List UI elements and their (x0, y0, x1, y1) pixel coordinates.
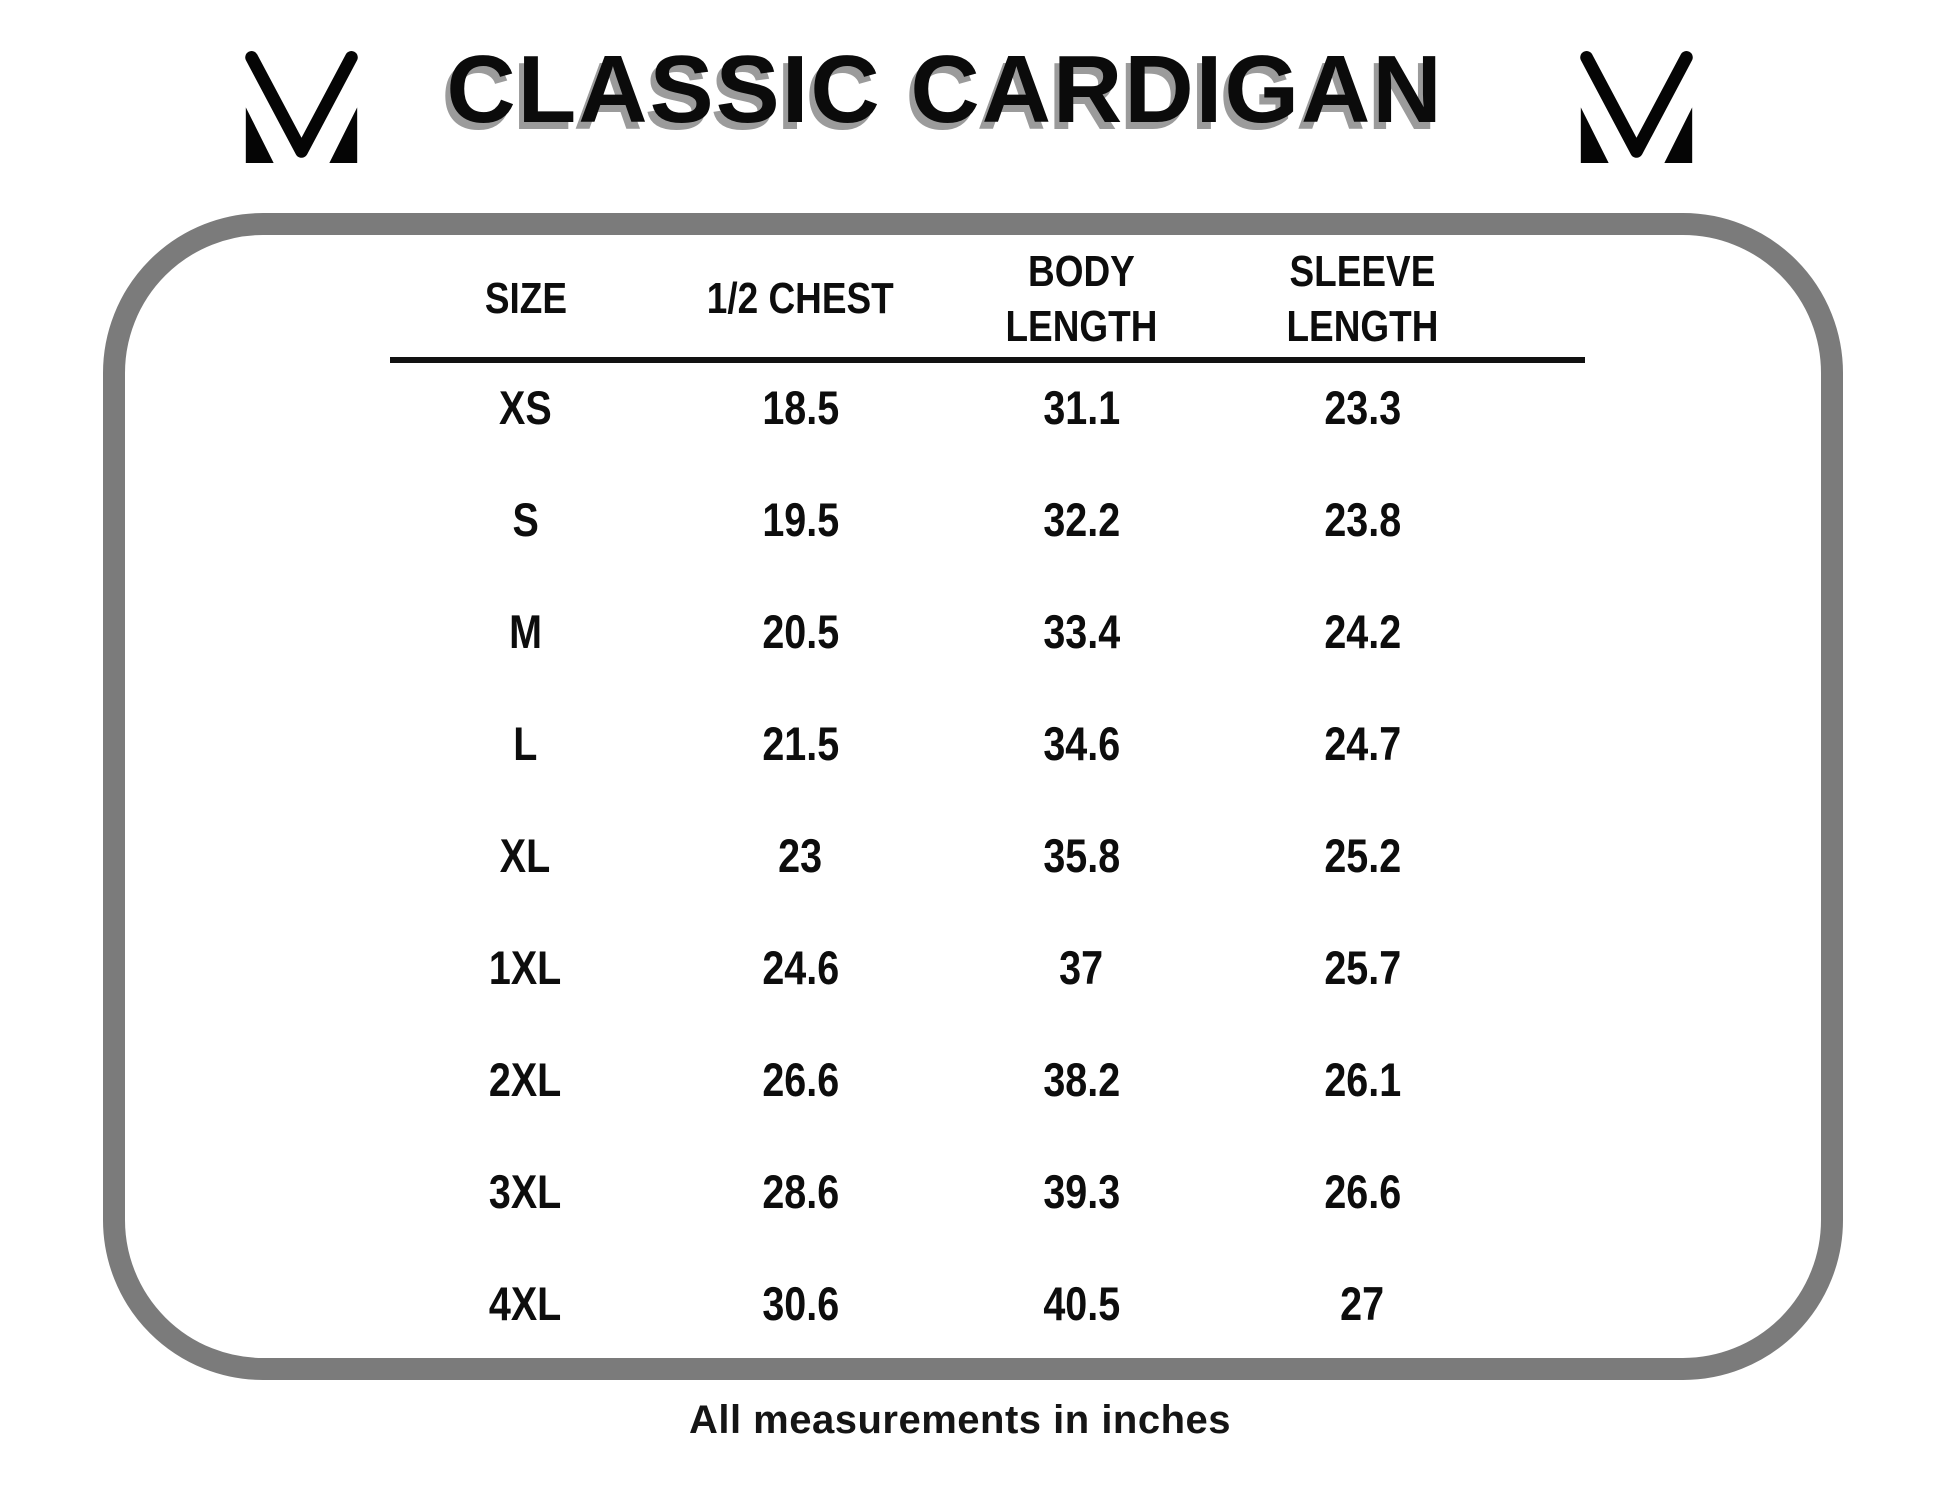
cell-sleeve-length: 24.7 (1324, 716, 1401, 770)
cell-sleeve-length: 23.3 (1324, 380, 1401, 434)
cell-body-length: 39.3 (1043, 1164, 1120, 1218)
cell-sleeve-length: 26.1 (1324, 1052, 1401, 1106)
cell-half-chest: 20.5 (762, 604, 839, 658)
row-spacer (1502, 1135, 1585, 1247)
cell-sleeve-length: 25.7 (1324, 940, 1401, 994)
table-row: XL 23 35.8 25.2 (390, 799, 1585, 911)
cell-half-chest: 19.5 (762, 492, 839, 546)
brand-logo-left (240, 47, 363, 163)
page-title: CLASSIC CARDIGAN (446, 36, 1444, 143)
cell-body-length: 33.4 (1043, 604, 1120, 658)
table-row: 1XL 24.6 37 25.7 (390, 911, 1585, 1023)
cell-sleeve-length: 23.8 (1324, 492, 1401, 546)
cell-body-length: 31.1 (1043, 380, 1120, 434)
cell-size: M (509, 604, 542, 658)
cell-sleeve-length: 26.6 (1324, 1164, 1401, 1218)
row-spacer (1502, 351, 1585, 463)
column-header-body-length: BODY LENGTH (1005, 246, 1158, 351)
cell-size: 4XL (489, 1276, 562, 1330)
cell-body-length: 40.5 (1043, 1276, 1120, 1330)
table-row: 3XL 28.6 39.3 26.6 (390, 1135, 1585, 1247)
table-row: XS 18.5 31.1 23.3 (390, 351, 1585, 463)
cell-size: XL (500, 828, 551, 882)
cell-half-chest: 28.6 (762, 1164, 839, 1218)
cell-size: 2XL (489, 1052, 562, 1106)
cell-sleeve-length: 24.2 (1324, 604, 1401, 658)
table-rows: XS 18.5 31.1 23.3 S 19.5 32.2 23.8 M 20.… (390, 351, 1585, 1359)
row-spacer (1502, 1023, 1585, 1135)
cell-half-chest: 23 (778, 828, 823, 882)
size-chart-table: SIZE 1/2 CHEST BODY LENGTH SLEEVE LENGTH… (390, 240, 1585, 1330)
table-row: S 19.5 32.2 23.8 (390, 463, 1585, 575)
table-row: L 21.5 34.6 24.7 (390, 687, 1585, 799)
cell-body-length: 34.6 (1043, 716, 1120, 770)
size-chart-panel (103, 213, 1843, 1380)
brand-logo-right (1575, 47, 1698, 163)
cell-body-length: 35.8 (1043, 828, 1120, 882)
row-spacer (1502, 911, 1585, 1023)
cell-half-chest: 30.6 (762, 1276, 839, 1330)
table-header-row: SIZE 1/2 CHEST BODY LENGTH SLEEVE LENGTH (390, 240, 1585, 357)
table-row: M 20.5 33.4 24.2 (390, 575, 1585, 687)
cell-size: S (512, 492, 539, 546)
cell-body-length: 32.2 (1043, 492, 1120, 546)
row-spacer (1502, 799, 1585, 911)
column-header-half-chest: 1/2 CHEST (707, 274, 894, 323)
column-header-size: SIZE (484, 274, 567, 323)
cell-body-length: 38.2 (1043, 1052, 1120, 1106)
mv-monogram-icon (1580, 51, 1693, 163)
cell-size: L (513, 716, 538, 770)
table-row: 4XL 30.6 40.5 27 (390, 1247, 1585, 1359)
row-spacer (1502, 575, 1585, 687)
cell-body-length: 37 (1059, 940, 1104, 994)
row-spacer (1502, 463, 1585, 575)
row-spacer (1502, 1247, 1585, 1359)
cell-size: XS (499, 380, 552, 434)
table-row: 2XL 26.6 38.2 26.1 (390, 1023, 1585, 1135)
header-divider (390, 357, 1585, 363)
mv-monogram-icon (245, 51, 358, 163)
footer-note: All measurements in inches (688, 1398, 1232, 1442)
cell-sleeve-length: 25.2 (1324, 828, 1401, 882)
column-header-sleeve-length: SLEEVE LENGTH (1286, 246, 1439, 351)
cell-half-chest: 24.6 (762, 940, 839, 994)
cell-half-chest: 21.5 (762, 716, 839, 770)
cell-size: 3XL (489, 1164, 562, 1218)
cell-size: 1XL (489, 940, 562, 994)
cell-half-chest: 26.6 (762, 1052, 839, 1106)
cell-sleeve-length: 27 (1340, 1276, 1385, 1330)
row-spacer (1502, 687, 1585, 799)
header-spacer (1502, 240, 1585, 357)
cell-half-chest: 18.5 (762, 380, 839, 434)
